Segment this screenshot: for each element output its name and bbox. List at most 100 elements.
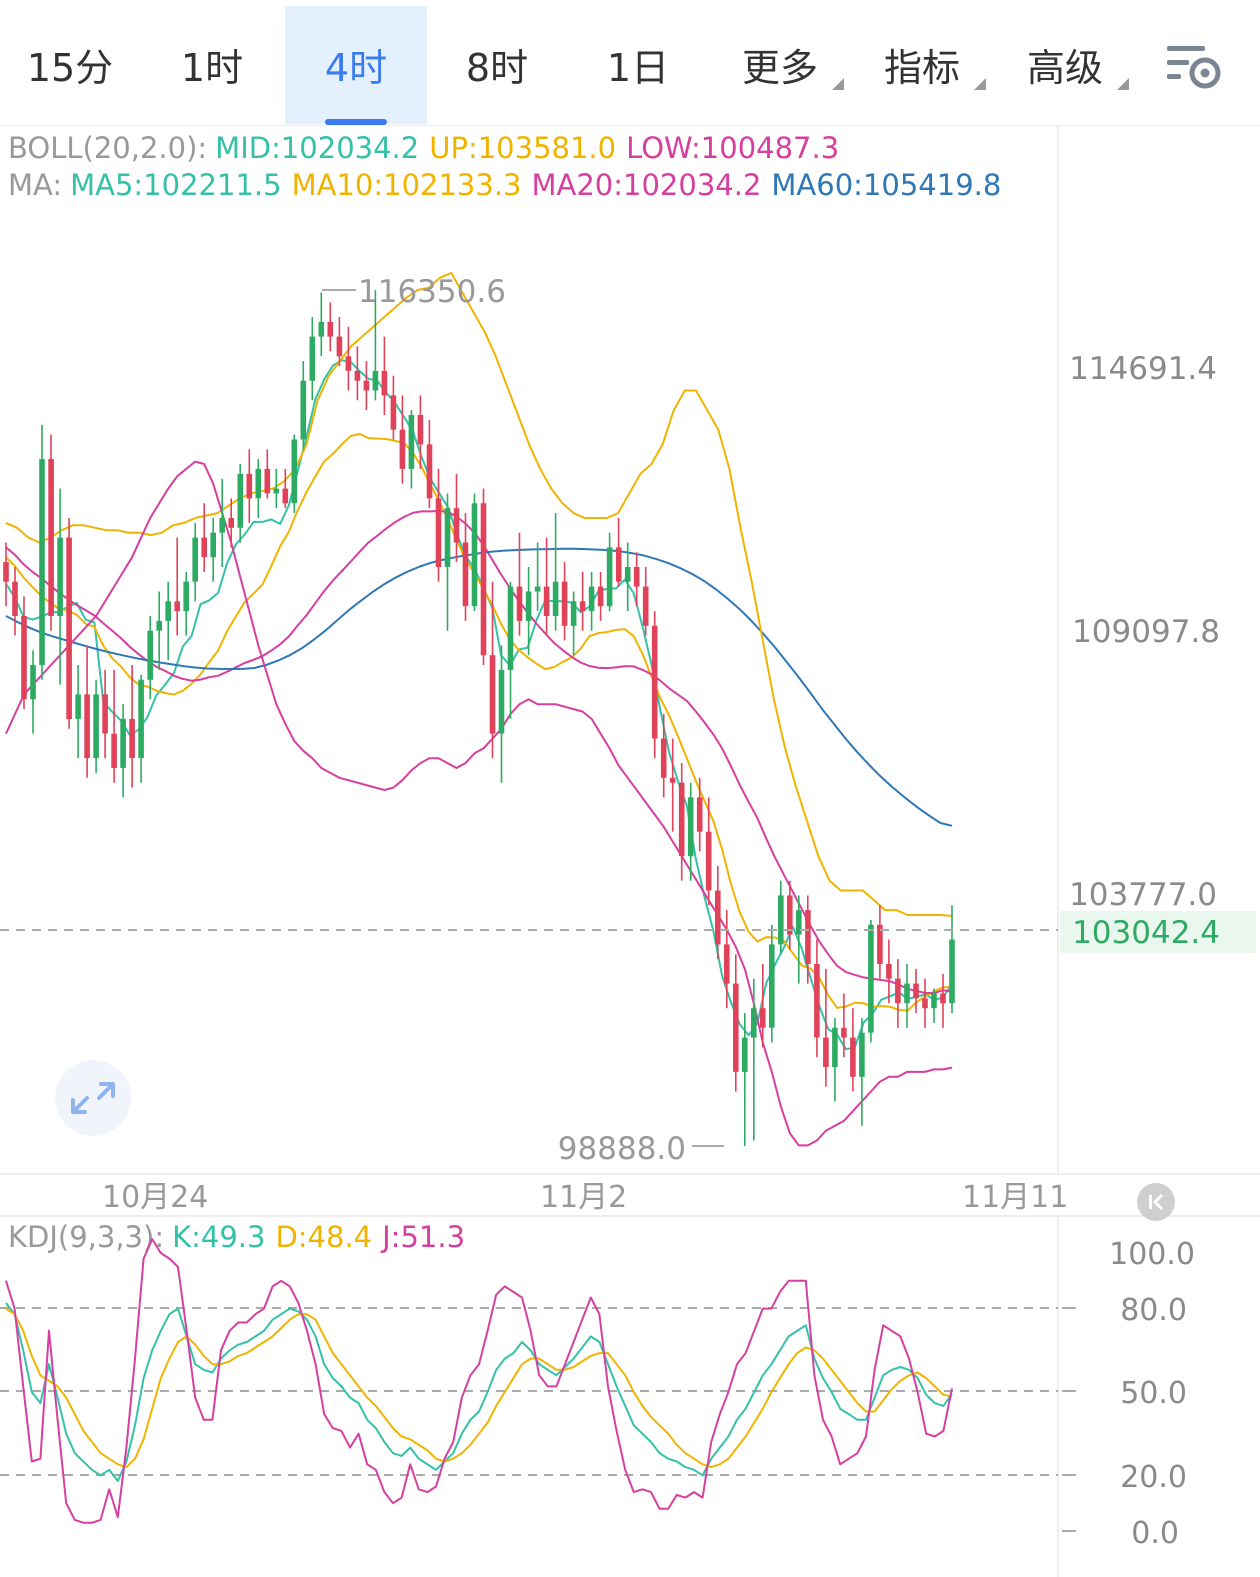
expand-chart-button[interactable] — [55, 1060, 131, 1136]
candle-body — [715, 890, 721, 945]
candle-body — [363, 380, 370, 391]
candle — [832, 1018, 838, 1102]
candle — [931, 988, 937, 1023]
candle-body — [696, 797, 703, 832]
candle-body — [282, 488, 289, 504]
candle — [210, 518, 216, 582]
candle-body — [255, 468, 262, 499]
jump-to-latest-button[interactable] — [1137, 1183, 1175, 1221]
candle — [390, 375, 397, 440]
candle-body — [742, 1037, 748, 1072]
candle-body — [129, 718, 135, 759]
candle — [435, 468, 442, 582]
boll-low-value: LOW:100487.3 — [626, 131, 839, 165]
candle-body — [399, 429, 406, 469]
ma20-value: MA20:102034.2 — [532, 168, 762, 202]
candle — [228, 498, 234, 548]
time-axis-label: 10月24 — [102, 1180, 208, 1215]
candle-body — [588, 586, 595, 612]
tab-1d[interactable]: 1日 — [606, 46, 670, 90]
candle — [561, 562, 568, 641]
candle — [327, 302, 334, 352]
line-ma60 — [5, 547, 953, 827]
candle-body — [390, 395, 397, 430]
candle — [372, 290, 379, 401]
candle-body — [111, 733, 117, 768]
candle-body — [642, 586, 649, 626]
timeframe-tab-bar: 15分 1时 4时 8时 1日 更多 指标 高级 — [0, 0, 1260, 126]
kdj-legend: KDJ(9,3,3): K:49.3 D:48.4 J:51.3 — [8, 1220, 465, 1254]
candle — [787, 880, 793, 950]
indicator-legend: BOLL(20,2.0): MID:102034.2 UP:103581.0 LOW:… — [8, 131, 1001, 202]
candle — [922, 978, 928, 1028]
tab-15min[interactable]: 15分 — [26, 46, 114, 90]
candle — [453, 473, 460, 563]
tab-indicators[interactable]: 指标 — [883, 46, 960, 90]
candle-body — [426, 444, 433, 499]
more-dropdown-caret-icon — [832, 78, 844, 90]
candle — [696, 777, 703, 852]
candle-body — [462, 542, 469, 607]
candle — [39, 424, 45, 680]
candle-body — [886, 964, 892, 979]
candle-body — [12, 581, 18, 616]
candle-body — [615, 547, 622, 582]
candle — [624, 542, 631, 612]
candle-body — [507, 586, 514, 670]
candle — [733, 954, 739, 1092]
candle-body — [93, 694, 99, 759]
tab-advanced[interactable]: 高级 — [1026, 46, 1103, 90]
candle-body — [219, 518, 225, 533]
tab-1h[interactable]: 1时 — [180, 46, 244, 90]
candle — [93, 679, 99, 773]
tab-8h[interactable]: 8时 — [465, 46, 529, 90]
candle-body — [949, 939, 955, 1004]
candle-body — [561, 581, 568, 626]
candle-body — [552, 581, 559, 616]
candle-body — [687, 797, 694, 857]
candle — [859, 1018, 865, 1126]
candle-body — [669, 777, 676, 783]
chart-settings-button[interactable] — [1163, 40, 1227, 96]
candle — [363, 361, 370, 411]
candle — [84, 645, 90, 778]
candle — [660, 714, 667, 798]
candle — [111, 669, 117, 783]
time-axis-label: 11月11 — [962, 1180, 1068, 1215]
kdj-axis-label: 20.0 — [1120, 1460, 1187, 1495]
candle-body — [895, 978, 901, 1004]
candle — [138, 674, 144, 783]
kdj-line-j — [5, 1238, 953, 1524]
candle-body — [597, 586, 604, 607]
candle-body — [417, 415, 424, 445]
kdj-line-k — [5, 1302, 953, 1482]
candle-body — [660, 738, 667, 778]
candle-body — [444, 508, 451, 567]
candle — [381, 336, 388, 415]
candle — [192, 522, 198, 602]
price-axis-label: 114691.4 — [1069, 351, 1217, 387]
candle — [21, 596, 27, 710]
candle — [444, 493, 451, 631]
candle-body — [913, 983, 919, 999]
candle — [120, 704, 126, 798]
candle-body — [165, 601, 171, 621]
candle-body — [246, 473, 253, 499]
tab-4h[interactable]: 4时 — [285, 6, 427, 124]
candle — [579, 571, 586, 631]
low-price-marker: 98888.0 — [558, 1131, 686, 1167]
tab-more[interactable]: 更多 — [741, 46, 818, 90]
candle — [805, 895, 811, 984]
candle-body — [327, 321, 334, 337]
price-chart[interactable]: BOLL(20,2.0): MID:102034.2 UP:103581.0 LOW:… — [0, 125, 1260, 1175]
boll-legend-prefix: BOLL(20,2.0): — [8, 131, 207, 165]
candle — [480, 488, 487, 665]
kdj-chart[interactable]: 10月24 11月2 11月11 KDJ(9,3,3): K:49.3 D:48.4… — [0, 1175, 1260, 1577]
candle-body — [354, 370, 361, 381]
chart-settings-icon — [1167, 46, 1221, 89]
candle-body — [30, 665, 36, 700]
candle — [751, 978, 757, 1141]
candle — [30, 650, 36, 734]
candle-body — [922, 998, 928, 1009]
candle — [507, 581, 514, 719]
